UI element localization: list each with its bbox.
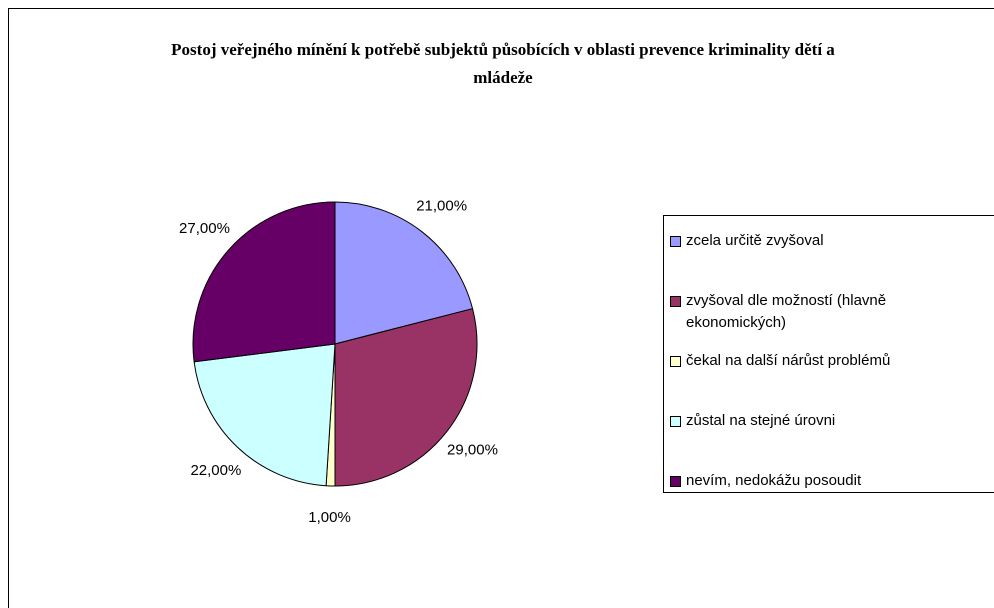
pie-slice xyxy=(193,343,336,487)
legend-label: nevím, nedokážu posoudit xyxy=(686,472,862,489)
data-label: 29,00% xyxy=(447,442,498,459)
legend-label: zůstal na stejné úrovni xyxy=(686,412,836,429)
legend-swatch xyxy=(670,416,681,427)
legend-label: čekal na další nárůst problémů xyxy=(686,352,891,369)
legend-label: zvyšoval dle možností (hlavně ekonomický… xyxy=(686,292,887,331)
data-label: 22,00% xyxy=(190,462,241,479)
data-label: 27,00% xyxy=(179,220,230,237)
page: {"chart_data": {"type": "pie", "title": … xyxy=(8,8,994,608)
chart-title: Postoj veřejného mínění k potřebě subjek… xyxy=(171,40,835,87)
legend-swatch xyxy=(670,476,681,487)
chart-frame xyxy=(8,8,994,608)
legend-label: zcela určitě zvyšoval xyxy=(686,232,824,249)
legend-swatch xyxy=(670,356,681,367)
legend-item: zvyšoval dle možností (hlavně ekonomický… xyxy=(670,290,970,334)
pie-slice xyxy=(334,308,478,487)
data-label: 21,00% xyxy=(416,197,467,214)
legend-item: zůstal na stejné úrovni xyxy=(670,410,970,432)
legend-item: zcela určitě zvyšoval xyxy=(670,230,970,252)
legend-swatch xyxy=(670,236,681,247)
legend-item: čekal na další nárůst problémů xyxy=(670,350,970,372)
chart: 21,00% 29,00% 1,00% 22,00% 27,00% xyxy=(179,197,498,526)
pie-slice xyxy=(334,201,474,345)
data-label: 1,00% xyxy=(308,509,351,526)
legend-swatch xyxy=(670,296,681,307)
pie-slice xyxy=(192,201,336,363)
legend: zcela určitě zvyšoval zvyšoval dle možnos… xyxy=(663,215,994,493)
legend-item: nevím, nedokážu posoudit xyxy=(670,470,970,492)
